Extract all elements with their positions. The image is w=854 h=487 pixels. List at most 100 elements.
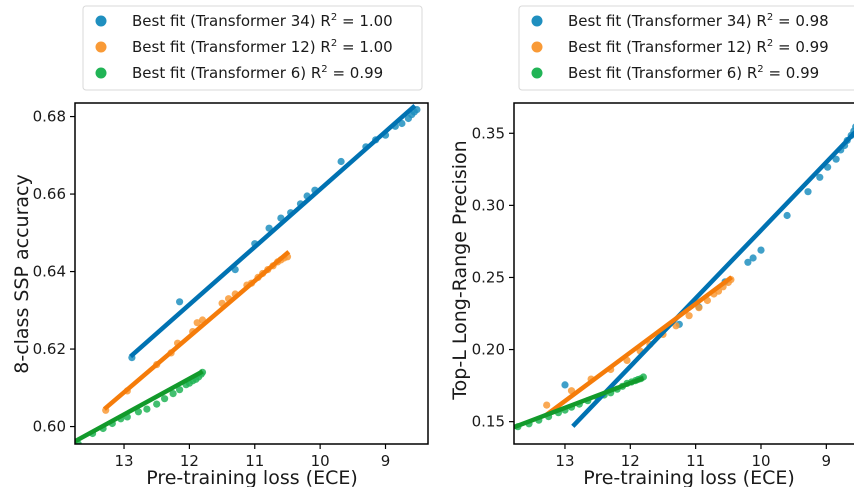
data-point xyxy=(153,400,161,408)
data-point xyxy=(161,395,169,403)
legend-entry-t34: Best fit (Transformer 34) R2 = 0.98 xyxy=(531,12,829,30)
legend-entry-t12: Best fit (Transformer 12) R2 = 1.00 xyxy=(95,38,393,56)
data-point xyxy=(176,386,184,394)
data-point xyxy=(695,304,703,312)
legend-r2-value: = 0.98 xyxy=(773,12,829,30)
legend-label: Best fit (Transformer 6) R2 = 0.99 xyxy=(132,64,383,82)
legend-superscript: 2 xyxy=(767,12,773,23)
legend-entry-t6: Best fit (Transformer 6) R2 = 0.99 xyxy=(95,64,383,82)
legend-name: Best fit (Transformer 34) R xyxy=(132,12,331,30)
legend-marker xyxy=(95,67,107,79)
legend-name: Best fit (Transformer 6) R xyxy=(132,64,321,82)
legend-entry-t34: Best fit (Transformer 34) R2 = 1.00 xyxy=(95,12,393,30)
legend-r2-value: = 0.99 xyxy=(773,38,829,56)
data-point xyxy=(757,246,765,254)
x-axis-label: Pre-training loss (ECE) xyxy=(583,467,795,487)
legend-superscript: 2 xyxy=(767,38,773,49)
legend-r2-value: = 0.99 xyxy=(328,64,384,82)
legend-name: Best fit (Transformer 34) R xyxy=(568,12,767,30)
x-tick-label: 9 xyxy=(381,452,391,470)
panel-long-range-precision: Best fit (Transformer 34) R2 = 0.98Best … xyxy=(449,5,854,487)
panel-ssp-accuracy: Best fit (Transformer 34) R2 = 1.00Best … xyxy=(11,5,429,487)
legend-ssp: Best fit (Transformer 34) R2 = 1.00Best … xyxy=(82,5,423,91)
legend-entry-t12: Best fit (Transformer 12) R2 = 0.99 xyxy=(531,38,829,56)
x-tick-label: 10 xyxy=(311,452,330,470)
data-point xyxy=(143,405,151,413)
legend-marker xyxy=(531,15,543,27)
plot-frame xyxy=(513,102,854,445)
data-point xyxy=(169,390,177,398)
data-point xyxy=(561,381,569,389)
x-tick-label: 13 xyxy=(114,452,133,470)
legend-superscript: 2 xyxy=(331,12,337,23)
y-tick-label: 0.66 xyxy=(33,185,66,203)
y-tick-label: 0.15 xyxy=(472,413,505,431)
plot-frame xyxy=(74,102,429,445)
plot-area-ssp xyxy=(75,104,421,444)
data-point xyxy=(543,401,551,409)
x-tick-label: 12 xyxy=(621,452,640,470)
fit-line-t6 xyxy=(514,375,645,430)
legend-entry-t6: Best fit (Transformer 6) R2 = 0.99 xyxy=(531,64,819,82)
legend-r2-value: = 0.99 xyxy=(764,64,820,82)
data-point xyxy=(832,155,840,163)
data-point xyxy=(672,322,680,330)
x-tick-label: 12 xyxy=(180,452,199,470)
y-tick-label: 0.60 xyxy=(33,418,66,436)
legend-label: Best fit (Transformer 34) R2 = 0.98 xyxy=(568,12,829,30)
data-point xyxy=(685,312,693,320)
legend-marker xyxy=(531,67,543,79)
fit-line-t34 xyxy=(129,104,417,359)
axis-ticks-precision: 13 12 11 10 9 0.15 0.20 0.25 0.30 0.35 xyxy=(472,124,832,470)
series-points-t34 xyxy=(128,106,421,362)
legend-precision: Best fit (Transformer 34) R2 = 0.98Best … xyxy=(518,5,854,91)
legend-r2-value: = 1.00 xyxy=(337,12,393,30)
y-tick-label: 0.64 xyxy=(33,263,66,281)
data-point xyxy=(783,211,791,220)
legend-marker xyxy=(95,15,107,27)
y-tick-label: 0.30 xyxy=(472,196,505,214)
fit-line-t34 xyxy=(571,130,854,428)
y-axis-label: Top-L Long-Range Precision xyxy=(449,140,471,400)
legend-label: Best fit (Transformer 6) R2 = 0.99 xyxy=(568,64,819,82)
x-tick-label: 10 xyxy=(751,452,770,470)
legend-label: Best fit (Transformer 12) R2 = 1.00 xyxy=(132,38,393,56)
data-point xyxy=(193,319,201,327)
legend-box xyxy=(82,5,423,91)
y-tick-label: 0.25 xyxy=(472,268,505,286)
data-point xyxy=(804,188,812,196)
legend-name: Best fit (Transformer 12) R xyxy=(568,38,767,56)
plot-area-precision xyxy=(514,123,854,431)
data-point xyxy=(744,258,752,266)
y-axis-label: 8-class SSP accuracy xyxy=(11,174,33,374)
x-tick-label: 11 xyxy=(686,452,705,470)
legend-r2-value: = 1.00 xyxy=(337,38,393,56)
x-tick-label: 11 xyxy=(245,452,264,470)
y-tick-label: 0.35 xyxy=(472,124,505,142)
y-tick-label: 0.68 xyxy=(33,108,66,126)
legend-superscript: 2 xyxy=(321,64,327,75)
x-axis-label: Pre-training loss (ECE) xyxy=(146,467,358,487)
legend-marker xyxy=(531,41,543,53)
legend-marker xyxy=(95,41,107,53)
legend-superscript: 2 xyxy=(331,38,337,49)
y-tick-label: 0.20 xyxy=(472,341,505,359)
legend-label: Best fit (Transformer 34) R2 = 1.00 xyxy=(132,12,393,30)
legend-name: Best fit (Transformer 6) R xyxy=(568,64,757,82)
legend-label: Best fit (Transformer 12) R2 = 0.99 xyxy=(568,38,829,56)
data-point xyxy=(176,298,184,306)
x-tick-label: 13 xyxy=(555,452,574,470)
series-points-t34 xyxy=(561,123,854,389)
data-point xyxy=(337,157,345,166)
axis-ticks-ssp: 13 12 11 10 9 0.60 0.62 0.64 0.66 0.68 xyxy=(33,108,391,470)
fit-line-t12 xyxy=(102,250,291,411)
legend-box xyxy=(518,5,854,91)
y-tick-label: 0.62 xyxy=(33,340,66,358)
legend-superscript: 2 xyxy=(757,64,763,75)
fit-line-t12 xyxy=(544,275,733,418)
data-point xyxy=(816,173,824,181)
legend-name: Best fit (Transformer 12) R xyxy=(132,38,331,56)
fit-line-t6 xyxy=(75,369,204,444)
